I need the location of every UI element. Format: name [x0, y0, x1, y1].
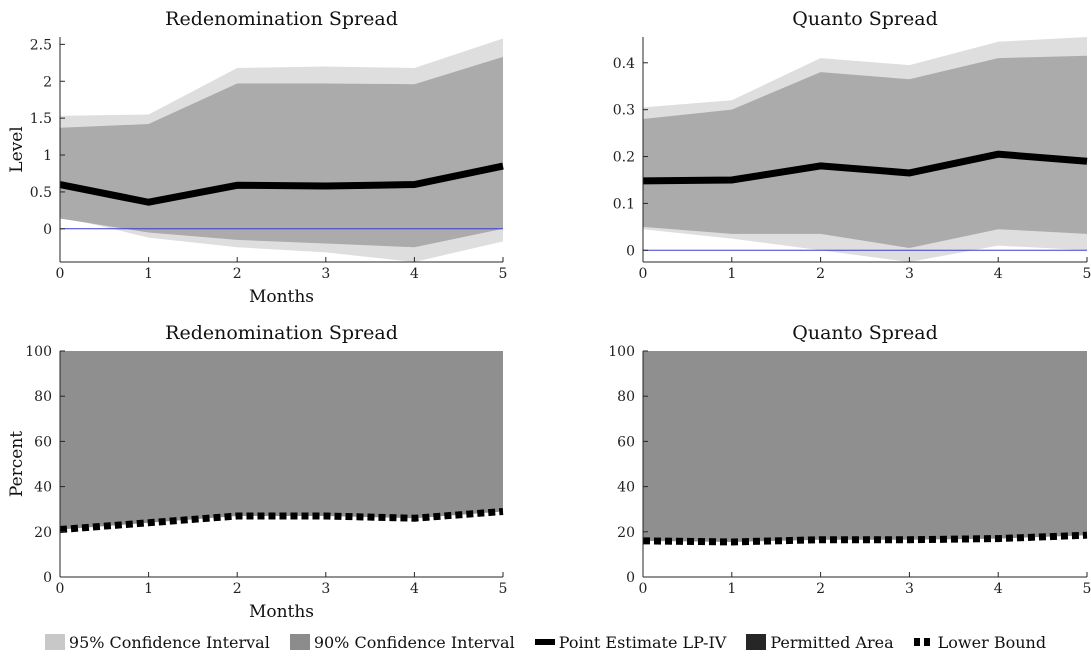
line-lower-bound — [642, 531, 1088, 546]
legend-label-ci90: 90% Confidence Interval — [313, 632, 515, 652]
x-axis-label: Months — [249, 287, 314, 307]
x-tick-label: 3 — [905, 581, 914, 597]
y-tick-label: 60 — [617, 434, 635, 450]
y-tick-label: 20 — [34, 525, 52, 541]
y-tick-label: 40 — [34, 480, 52, 496]
x-tick-label: 5 — [1083, 266, 1091, 282]
legend-swatch-ci95 — [44, 634, 65, 650]
x-tick-label: 4 — [410, 581, 419, 597]
legend-swatch-permitted-area — [746, 634, 767, 650]
x-tick-label: 5 — [1083, 581, 1091, 597]
legend: 95% Confidence Interval 90% Confidence I… — [0, 630, 1091, 654]
y-tick-label: 0.2 — [613, 150, 635, 166]
chart-panel-1: 0 1 2 3 4 5 0 0.5 1 1.5 2 2.5 Redenomination Spread M… — [7, 8, 507, 307]
line-point-estimate-lp-iv — [642, 150, 1088, 185]
legend-label-point-estimate: Point Estimate LP-IV — [558, 632, 727, 652]
y-tick-label: 40 — [617, 480, 635, 496]
x-tick-label: 1 — [144, 266, 153, 282]
x-tick-label: 2 — [233, 581, 242, 597]
x-tick-label: 2 — [233, 266, 242, 282]
y-tick-label: 0 — [626, 243, 635, 259]
x-tick-label: 1 — [727, 266, 736, 282]
x-tick-label: 2 — [816, 266, 825, 282]
x-tick-label: 3 — [321, 581, 330, 597]
band-permitted-area — [643, 351, 1087, 542]
y-tick-label: 0.5 — [30, 185, 52, 201]
legend-swatch-lower-bound — [913, 638, 934, 646]
chart-title: Quanto Spread — [792, 8, 938, 30]
x-tick-label: 2 — [816, 581, 825, 597]
chart-panel-3: 0 1 2 3 4 5 0 20 40 60 80 100 Redenomination Spread M… — [7, 322, 507, 622]
legend-swatch-point-estimate — [534, 639, 555, 645]
x-tick-label: 5 — [499, 581, 508, 597]
x-tick-label: 0 — [639, 266, 648, 282]
x-tick-label: 4 — [994, 266, 1003, 282]
y-tick-label: 60 — [34, 434, 52, 450]
y-tick-label: 0 — [43, 222, 52, 238]
x-tick-label: 4 — [410, 266, 419, 282]
x-tick-label: 3 — [321, 266, 330, 282]
band-90-confidence-interval — [60, 56, 503, 248]
y-tick-label: 80 — [34, 389, 52, 405]
x-axis-label: Months — [249, 602, 314, 622]
line-point-estimate-lp-iv — [59, 162, 504, 206]
band-permitted-area — [60, 351, 503, 530]
y-tick-label: 0 — [43, 570, 52, 586]
legend-item-ci90: 90% Confidence Interval — [289, 632, 515, 652]
y-tick-label: 0.1 — [613, 196, 635, 212]
line-lower-bound — [59, 507, 504, 534]
x-tick-label: 0 — [56, 266, 65, 282]
legend-label-lower-bound: Lower Bound — [937, 632, 1047, 652]
y-tick-label: 0.4 — [613, 56, 635, 72]
legend-item-point-estimate: Point Estimate LP-IV — [534, 632, 727, 652]
y-tick-label: 1 — [43, 148, 52, 164]
y-axis-label: Level — [7, 126, 27, 172]
x-tick-label: 0 — [56, 581, 65, 597]
legend-item-permitted-area: Permitted Area — [746, 632, 894, 652]
legend-item-ci95: 95% Confidence Interval — [44, 632, 270, 652]
x-tick-label: 1 — [144, 581, 153, 597]
x-tick-label: 3 — [905, 266, 914, 282]
x-tick-label: 5 — [499, 266, 508, 282]
band-90-confidence-interval — [643, 55, 1087, 248]
y-tick-label: 2.5 — [30, 37, 52, 53]
y-tick-label: 100 — [25, 344, 52, 360]
y-tick-label: 2 — [43, 74, 52, 90]
y-tick-label: 0.3 — [613, 103, 635, 119]
chart-panel-4: 0 1 2 3 4 5 0 20 40 60 80 100 Quanto Spread — [608, 322, 1091, 597]
legend-item-lower-bound: Lower Bound — [913, 632, 1047, 652]
y-tick-label: 1.5 — [30, 111, 52, 127]
charts-canvas: 0 1 2 3 4 5 0 0.5 1 1.5 2 2.5 Redenomination Spread M… — [7, 8, 1091, 622]
x-tick-label: 4 — [994, 581, 1003, 597]
chart-title: Redenomination Spread — [165, 322, 398, 344]
y-tick-label: 0 — [626, 570, 635, 586]
x-tick-label: 1 — [727, 581, 736, 597]
y-axis-label: Percent — [7, 431, 27, 497]
chart-title: Quanto Spread — [792, 322, 938, 344]
y-tick-label: 20 — [617, 525, 635, 541]
chart-title: Redenomination Spread — [165, 8, 398, 30]
chart-panel-2: 0 1 2 3 4 5 0 0.1 0.2 0.3 0.4 Quanto Spread — [613, 8, 1091, 282]
legend-label-permitted-area: Permitted Area — [770, 632, 894, 652]
legend-label-ci95: 95% Confidence Interval — [68, 632, 270, 652]
legend-swatch-ci90 — [289, 634, 310, 650]
y-tick-label: 100 — [608, 344, 635, 360]
y-tick-label: 80 — [617, 389, 635, 405]
x-tick-label: 0 — [639, 581, 648, 597]
